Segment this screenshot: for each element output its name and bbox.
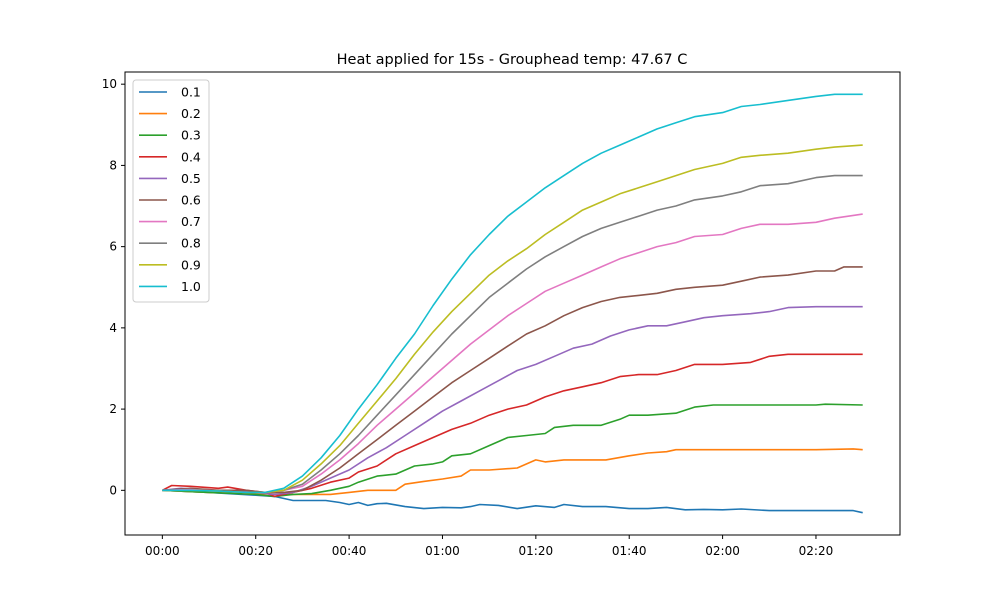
series-line-0.8 [162,174,863,494]
legend-label: 0.4 [181,149,201,164]
plot-frame [124,71,901,536]
y-tick-label: 0 [109,483,117,497]
x-axis: 00:00 00:20 00:40 01:00 01:20 01:40 02:00 02:20 [145,535,833,558]
x-tick-label: 01:20 [519,544,554,558]
legend-label: 1.0 [181,279,201,294]
y-tick-label: 2 [109,402,117,416]
x-tick-label: 00:20 [238,544,273,558]
x-tick-label: 00:00 [145,544,180,558]
legend-label: 0.9 [181,257,201,272]
series-line-0.9 [162,144,863,494]
x-tick-label: 01:40 [612,544,647,558]
y-tick-label: 8 [109,158,117,172]
x-tick-label: 01:00 [425,544,460,558]
y-tick-label: 6 [109,240,117,254]
legend-label: 0.7 [181,214,201,229]
legend-label: 0.8 [181,236,201,251]
series-line-0.2 [162,448,863,496]
legend-label: 0.1 [181,85,201,100]
series-layer [161,93,863,514]
chart-title: Heat applied for 15s - Grouphead temp: 4… [337,52,688,68]
series-line-1.0 [162,93,863,494]
x-tick-label: 02:00 [705,544,740,558]
y-tick-label: 4 [109,321,117,335]
series-line-0.1 [162,489,863,514]
plot-area: 00:00 00:20 00:40 01:00 01:20 01:40 02:00 02:20… [102,71,901,558]
series-line-0.6 [162,266,863,494]
legend-label: 0.6 [181,193,201,208]
y-tick-label: 10 [102,77,117,91]
x-tick-label: 00:40 [332,544,367,558]
legend-label: 0.2 [181,106,201,121]
series-line-0.5 [162,305,863,496]
series-line-0.3 [162,403,863,498]
series-line-0.7 [162,213,863,494]
legend: 0.1 0.2 0.3 0.4 0.5 0.6 0.7 0.8 0.9 1.0 [132,79,210,303]
x-tick-label: 02:20 [799,544,834,558]
y-axis: 0 2 4 6 8 10 [102,77,125,497]
legend-label: 0.5 [181,171,201,186]
legend-label: 0.3 [181,128,201,143]
